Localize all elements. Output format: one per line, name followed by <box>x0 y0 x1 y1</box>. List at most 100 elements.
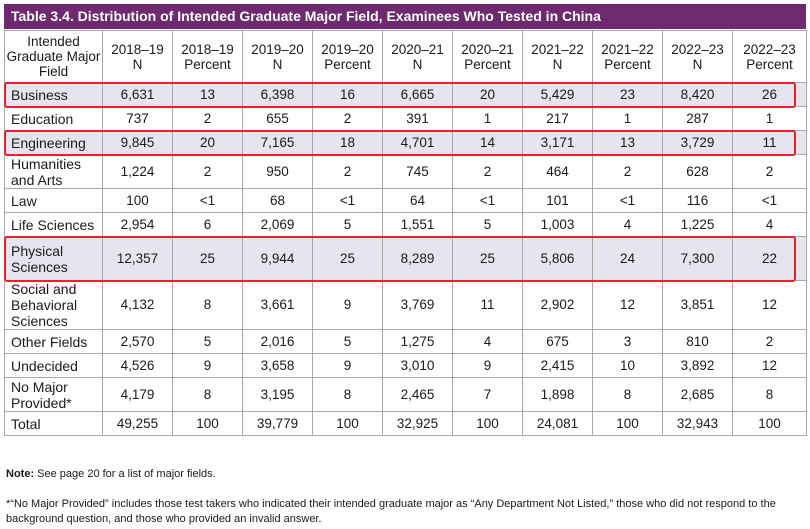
percent-cell: 24 <box>592 236 663 281</box>
count-cell: 810 <box>662 329 733 354</box>
percent-cell: 100 <box>312 411 383 436</box>
row-label: Total <box>4 411 103 436</box>
column-header-year: 2020–21 <box>461 41 514 57</box>
column-header-year: 2022–23 <box>743 41 796 57</box>
count-cell: 3,892 <box>662 353 733 378</box>
column-header: 2020–21 N <box>382 30 453 83</box>
column-header: 2021–22 Percent <box>592 30 663 83</box>
count-cell: 8,420 <box>662 82 733 107</box>
count-cell: 12,357 <box>102 236 173 281</box>
count-cell: 1,551 <box>382 212 453 237</box>
percent-cell: 2 <box>172 106 243 131</box>
count-cell: 1,275 <box>382 329 453 354</box>
percent-cell: 4 <box>592 212 663 237</box>
column-header-kind: N <box>692 56 703 72</box>
row-label: Social and Behavioral Sciences <box>4 280 103 330</box>
column-header-year: 2018–19 <box>181 41 234 57</box>
percent-cell: 26 <box>732 82 807 107</box>
column-header-year: 2020–21 <box>391 41 444 57</box>
count-cell: 1,225 <box>662 212 733 237</box>
table-row: Humanities and Arts 1,224 2 950 2 745 2 464 2 628… <box>4 154 807 189</box>
percent-cell: 23 <box>592 82 663 107</box>
count-cell: 7,300 <box>662 236 733 281</box>
count-cell: 5,429 <box>522 82 593 107</box>
count-cell: 100 <box>102 188 173 213</box>
percent-cell: 8 <box>172 280 243 330</box>
column-header-kind: N <box>412 56 423 72</box>
count-cell: 2,415 <box>522 353 593 378</box>
count-cell: 116 <box>662 188 733 213</box>
percent-cell: 9 <box>172 353 243 378</box>
count-cell: 2,465 <box>382 377 453 412</box>
percent-cell: 12 <box>592 280 663 330</box>
percent-cell: 100 <box>732 411 807 436</box>
count-cell: 2,069 <box>242 212 313 237</box>
percent-cell: 16 <box>312 82 383 107</box>
percent-cell: 7 <box>452 377 523 412</box>
percent-cell: 13 <box>172 82 243 107</box>
percent-cell: 100 <box>452 411 523 436</box>
column-header: 2020–21 Percent <box>452 30 523 83</box>
count-cell: 8,289 <box>382 236 453 281</box>
percent-cell: 2 <box>732 154 807 189</box>
count-cell: 2,685 <box>662 377 733 412</box>
percent-cell: 2 <box>312 154 383 189</box>
column-header-kind: N <box>272 56 283 72</box>
percent-cell: 11 <box>452 280 523 330</box>
percent-cell: 2 <box>312 106 383 131</box>
count-cell: 287 <box>662 106 733 131</box>
percent-cell: 1 <box>452 106 523 131</box>
percent-cell: 25 <box>312 236 383 281</box>
count-cell: 950 <box>242 154 313 189</box>
percent-cell: 2 <box>172 154 243 189</box>
table-row: Other Fields 2,570 5 2,016 5 1,275 4 675 3 810 2 <box>4 329 807 354</box>
percent-cell: 5 <box>312 212 383 237</box>
count-cell: 655 <box>242 106 313 131</box>
percent-cell: <1 <box>592 188 663 213</box>
count-cell: 391 <box>382 106 453 131</box>
row-label: Life Sciences <box>4 212 103 237</box>
table-row: No Major Provided* 4,179 8 3,195 8 2,465 7 1,89… <box>4 377 807 412</box>
percent-cell: 12 <box>732 280 807 330</box>
count-cell: 5,806 <box>522 236 593 281</box>
count-cell: 49,255 <box>102 411 173 436</box>
column-header-kind: Percent <box>746 56 793 72</box>
count-cell: 9,944 <box>242 236 313 281</box>
percent-cell: 13 <box>592 130 663 155</box>
count-cell: 3,769 <box>382 280 453 330</box>
column-header-year: 2018–19 <box>111 41 164 57</box>
column-header: 2018–19 Percent <box>172 30 243 83</box>
row-label: Other Fields <box>4 329 103 354</box>
percent-cell: 3 <box>592 329 663 354</box>
percent-cell: 1 <box>592 106 663 131</box>
table-row: Law 100 <1 68 <1 64 <1 101 <1 116 <1 <box>4 188 807 213</box>
row-label: Law <box>4 188 103 213</box>
row-label: Humanities and Arts <box>4 154 103 189</box>
count-cell: 1,003 <box>522 212 593 237</box>
count-cell: 4,132 <box>102 280 173 330</box>
count-cell: 64 <box>382 188 453 213</box>
count-cell: 3,658 <box>242 353 313 378</box>
percent-cell: 22 <box>732 236 807 281</box>
percent-cell: <1 <box>312 188 383 213</box>
column-header: 2022–23 Percent <box>732 30 807 83</box>
percent-cell: 9 <box>452 353 523 378</box>
percent-cell: 1 <box>732 106 807 131</box>
table-body: Business 6,631 13 6,398 16 6,665 20 5,429 23 8,42… <box>4 82 807 436</box>
header-row: Intended Graduate Major Field 2018–19 N 2… <box>4 30 807 83</box>
count-cell: 101 <box>522 188 593 213</box>
count-cell: 68 <box>242 188 313 213</box>
table-row: Life Sciences 2,954 6 2,069 5 1,551 5 1,003 4 1,2… <box>4 212 807 237</box>
count-cell: 464 <box>522 154 593 189</box>
note-label: Note: <box>6 468 35 480</box>
column-header-year: 2021–22 <box>531 41 584 57</box>
table-footnote: *“No Major Provided” includes those test… <box>6 498 776 525</box>
count-cell: 3,661 <box>242 280 313 330</box>
percent-cell: <1 <box>452 188 523 213</box>
percent-cell: 100 <box>592 411 663 436</box>
percent-cell: 12 <box>732 353 807 378</box>
count-cell: 3,195 <box>242 377 313 412</box>
percent-cell: <1 <box>732 188 807 213</box>
row-label: Undecided <box>4 353 103 378</box>
percent-cell: 2 <box>452 154 523 189</box>
